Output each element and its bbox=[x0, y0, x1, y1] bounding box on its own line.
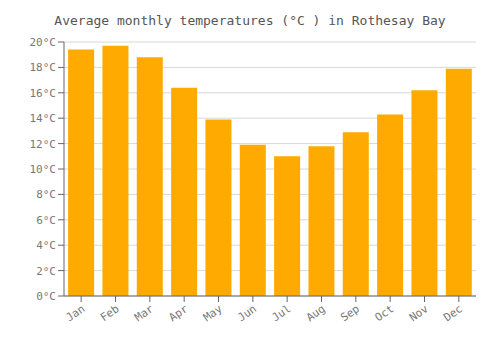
svg-text:Aug: Aug bbox=[304, 302, 328, 324]
svg-text:16°C: 16°C bbox=[30, 87, 57, 100]
svg-text:Nov: Nov bbox=[407, 302, 431, 324]
svg-text:2°C: 2°C bbox=[36, 265, 56, 278]
svg-text:10°C: 10°C bbox=[30, 163, 57, 176]
svg-text:Mar: Mar bbox=[132, 302, 156, 324]
svg-text:Jun: Jun bbox=[235, 302, 259, 324]
svg-text:Apr: Apr bbox=[167, 302, 191, 324]
svg-text:0°C: 0°C bbox=[36, 290, 56, 303]
svg-text:May: May bbox=[201, 302, 225, 324]
svg-text:Jul: Jul bbox=[270, 302, 294, 324]
svg-text:Jan: Jan bbox=[64, 302, 88, 324]
svg-text:Sep: Sep bbox=[338, 302, 362, 324]
svg-text:Dec: Dec bbox=[441, 302, 465, 324]
html-text:Average monthly temperatures (: Average monthly temperatures (°C ) in Ro… bbox=[54, 13, 446, 28]
svg-text:Feb: Feb bbox=[98, 302, 122, 324]
svg-text:14°C: 14°C bbox=[30, 112, 57, 125]
svg-text:8°C: 8°C bbox=[36, 188, 56, 201]
svg-text:18°C: 18°C bbox=[30, 61, 57, 74]
svg-text:4°C: 4°C bbox=[36, 239, 56, 252]
svg-text:12°C: 12°C bbox=[30, 138, 57, 151]
svg-text:6°C: 6°C bbox=[36, 214, 56, 227]
svg-text:20°C: 20°C bbox=[30, 36, 57, 49]
svg-text:Oct: Oct bbox=[373, 302, 397, 324]
